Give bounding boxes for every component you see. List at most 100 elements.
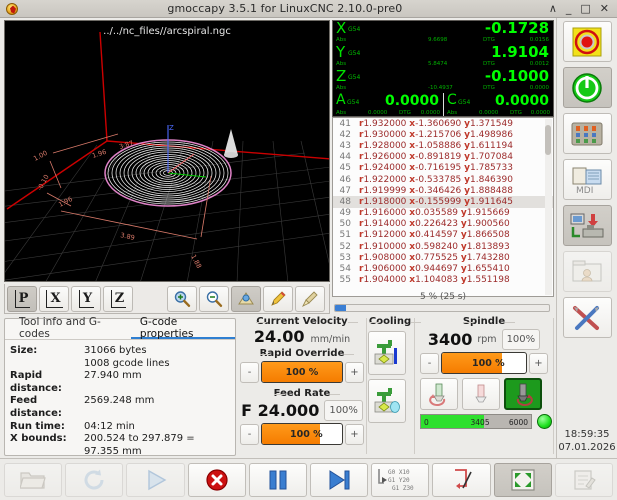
rapid-override-bar[interactable]: 100 %	[261, 361, 343, 383]
gcode-line-number: 50	[339, 219, 351, 230]
close-button[interactable]: ✕	[599, 2, 609, 15]
view-toolbar: P X Y Z	[4, 284, 330, 314]
settings-button[interactable]	[562, 297, 612, 338]
dro-axis-x-abs-label: Abs	[336, 37, 347, 43]
gcode-line[interactable]: 48 r1.918000 x-0.155999 y1.911645	[333, 196, 553, 208]
view-z-button[interactable]: Z	[103, 285, 133, 312]
gcode-line[interactable]: 42 r1.930000 x-1.215706 y1.498986	[333, 129, 553, 140]
tab-tool-info-and-gcodes[interactable]: Tool info and G-codes	[19, 316, 101, 340]
gcode-line[interactable]: 41 r1.932000 x-1.360690 y1.371549	[333, 118, 553, 129]
gcode-line-text: r1.922000 x-0.533785 y1.846390	[359, 174, 513, 185]
svg-text:Z: Z	[169, 124, 174, 132]
dro-axis-x[interactable]: X G54 -0.1728 Abs 9.6698 DTG 0.0156	[333, 21, 553, 45]
user-tabs-button[interactable]	[562, 251, 612, 292]
edit-program-button[interactable]	[554, 462, 614, 497]
auto-mode-button[interactable]	[562, 205, 612, 246]
pause-program-button[interactable]	[248, 462, 308, 497]
step-program-button[interactable]	[310, 462, 369, 497]
fullsize-preview-button[interactable]	[493, 462, 552, 497]
zoom-in-button[interactable]	[167, 285, 197, 312]
spindle-override-plus-button[interactable]: +	[529, 352, 548, 374]
clear-plot-button[interactable]	[295, 285, 325, 312]
program-progress: 5 % (25 s)	[332, 292, 554, 314]
dro-axis-z-position: -0.1000	[484, 67, 549, 85]
expand-icon	[511, 468, 535, 491]
mdi-mode-button[interactable]: MDI	[562, 159, 612, 200]
gcode-line[interactable]: 43 r1.928000 x-1.058886 y1.611194	[333, 140, 553, 151]
property-key: Run time:	[10, 420, 65, 432]
gcode-line[interactable]: 44 r1.926000 x-0.891819 y1.707084	[333, 152, 553, 163]
gcode-line[interactable]: 51 r1.912000 x0.414597 y1.866508	[333, 230, 553, 241]
gcode-line[interactable]: 54 r1.906000 x0.944697 y1.655410	[333, 263, 553, 274]
gcode-line[interactable]: 50 r1.914000 x0.226423 y1.900560	[333, 219, 553, 230]
dro-axis-a-abs-value: 0.0000	[368, 110, 388, 116]
minimize-button[interactable]: _	[565, 2, 572, 15]
run-program-button[interactable]	[126, 462, 185, 497]
gcode-line[interactable]: 47 r1.919999 x-0.346426 y1.888488	[333, 185, 553, 196]
feed-override-bar[interactable]: 100 %	[261, 423, 343, 445]
machine-power-button[interactable]	[562, 67, 612, 108]
edit-icon	[574, 469, 596, 490]
spindle-override-bar[interactable]: 100 %	[441, 352, 527, 374]
gcode-line[interactable]: 52 r1.910000 x0.598240 y1.813893	[333, 241, 553, 252]
view-x-label: X	[46, 290, 63, 308]
optional-stop-button[interactable]	[432, 462, 491, 497]
spindle-override-minus-button[interactable]: -	[420, 352, 439, 374]
bottom-toolbar: G0 X10 G1 Y20 G1 Z30	[0, 458, 617, 500]
preview-canvas: Z 1.00 -0.10 1.96	[5, 31, 329, 281]
rapid-override-minus-button[interactable]: -	[240, 361, 259, 383]
svg-text:1.88: 1.88	[189, 253, 203, 270]
rotate-view-button[interactable]	[231, 285, 261, 312]
zoom-out-button[interactable]	[199, 285, 229, 312]
dro-axis-a[interactable]: A G54 0.0000 Abs 0.0000 DTG 0.0000	[333, 93, 443, 117]
gcode-preview-3d[interactable]: ../../nc_files//arcspiral.ngc	[4, 20, 330, 282]
jog-keypad-icon	[571, 122, 603, 145]
view-x-button[interactable]: X	[39, 285, 69, 312]
gcode-line-number: 44	[339, 152, 351, 163]
gcode-line-number: 55	[339, 275, 351, 286]
svg-text:MDI: MDI	[576, 186, 593, 195]
reload-file-button[interactable]	[65, 462, 124, 497]
open-file-button[interactable]	[4, 462, 63, 497]
manual-mode-button[interactable]	[562, 113, 612, 154]
feed-override-minus-button[interactable]: -	[240, 423, 259, 445]
property-key: Rapid distance:	[10, 370, 62, 394]
feed-override-plus-button[interactable]: +	[345, 423, 364, 445]
gcode-line[interactable]: 45 r1.924000 x-0.716195 y1.785733	[333, 163, 553, 174]
gcode-scroll-thumb[interactable]	[545, 125, 551, 155]
view-p-button[interactable]: P	[7, 285, 37, 312]
spindle-ccw-button[interactable]	[420, 378, 458, 410]
mist-coolant-button[interactable]	[368, 379, 406, 423]
tab-gcode-properties[interactable]: G-code properties	[130, 316, 235, 340]
progress-label: 5 % (25 s)	[419, 292, 467, 302]
property-key	[10, 358, 84, 371]
stop-program-button[interactable]	[187, 462, 246, 497]
rapid-override-plus-button[interactable]: +	[345, 361, 364, 383]
gcode-listing[interactable]: 41 r1.932000 x-1.360690 y1.371549 42 r1.930…	[332, 117, 554, 297]
svg-text:1.00: 1.00	[32, 149, 49, 163]
clock-time: 18:59:35	[564, 429, 610, 440]
edit-gcode-button[interactable]	[263, 285, 293, 312]
optional-stop-icon	[454, 468, 472, 489]
dro-axis-y[interactable]: Y G54 1.9104 Abs 5.8474 DTG 0.0012	[333, 44, 553, 69]
gcode-line[interactable]: 55 r1.904000 x1.104083 y1.551198	[333, 275, 553, 286]
spindle-stop-button[interactable]	[462, 378, 500, 410]
dro-axis-z[interactable]: Z G54 -0.1000 Abs -10.4937 DTG 0.0000	[333, 67, 553, 93]
gcode-line[interactable]: 53 r1.908000 x0.775525 y1.743280	[333, 252, 553, 263]
folder-icon	[20, 471, 46, 489]
gcode-line-number: 51	[339, 230, 351, 241]
gcode-line[interactable]: 49 r1.916000 x0.035589 y1.915669	[333, 208, 553, 219]
estop-button[interactable]	[562, 21, 612, 62]
run-from-line-button[interactable]: G0 X10 G1 Y20 G1 Z30	[371, 462, 430, 497]
dro-axis-c-offset: G54	[458, 99, 471, 106]
shade-button[interactable]: ∧	[548, 2, 557, 15]
view-y-button[interactable]: Y	[71, 285, 101, 312]
dro-axis-c[interactable]: C G54 0.0000 Abs 0.0000 DTG 0.0000	[443, 93, 553, 116]
spindle-cw-button[interactable]	[504, 378, 542, 410]
maximize-button[interactable]: □	[580, 2, 591, 15]
gcode-line-number: 52	[339, 241, 351, 252]
gcode-line[interactable]: 46 r1.922000 x-0.533785 y1.846390	[333, 174, 553, 185]
gcode-scrollbar[interactable]	[545, 119, 552, 295]
rapid-override-fill	[262, 362, 342, 382]
flood-coolant-button[interactable]	[368, 331, 406, 375]
